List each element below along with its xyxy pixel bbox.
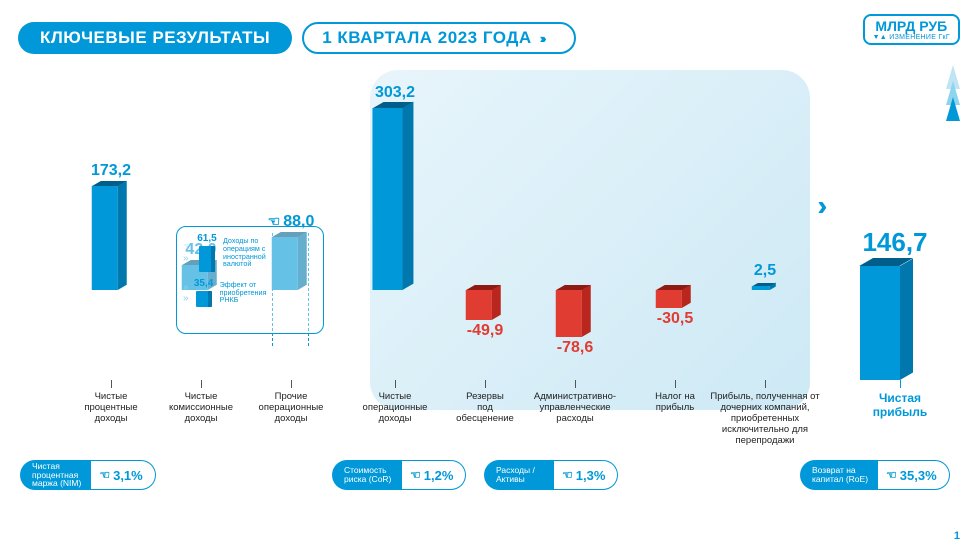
category-label-4: Резервыподобесценение	[440, 380, 530, 425]
bar-0: 173,2	[66, 70, 156, 370]
unit-sub: ▼▲ ИЗМЕНЕНИЕ ГкГ	[873, 34, 950, 41]
metric-label-2: Расходы /Активы	[484, 460, 554, 490]
page-number: 1	[954, 530, 960, 542]
bar-value-3: 303,2	[350, 84, 440, 102]
metric-1: Стоимостьриска (CoR)☜1,2%	[332, 460, 466, 490]
metric-value-3: ☜35,3%	[878, 460, 950, 490]
bar-value-6: -30,5	[630, 310, 720, 328]
category-label-5: Административно-управленческиерасходы	[530, 380, 620, 425]
bar-value-4: -49,9	[440, 322, 530, 340]
metric-label-1: Стоимостьриска (CoR)	[332, 460, 402, 490]
title-pill: КЛЮЧЕВЫЕ РЕЗУЛЬТАТЫ	[18, 22, 292, 54]
result-category: Чистаяприбыль	[855, 380, 945, 420]
breakdown-chevron-icon: ☜»	[183, 242, 190, 264]
category-label-3: Чистыеоперационныедоходы	[350, 380, 440, 425]
hand-icon: ☜	[562, 468, 573, 482]
metric-2: Расходы /Активы☜1,3%	[484, 460, 618, 490]
bar-value-5: -78,6	[530, 339, 620, 357]
unit-main: МЛРД РУБ	[873, 18, 950, 34]
result-bar-group: 146,7	[840, 70, 950, 380]
hand-icon: ☜	[99, 468, 110, 482]
metric-value-2: ☜1,3%	[554, 460, 618, 490]
breakdown-box: ☜» 61,5 Доходы пооперациям синостраннойвал…	[176, 226, 324, 334]
header: КЛЮЧЕВЫЕ РЕЗУЛЬТАТЫ 1 КВАРТАЛА 2023 ГОДА…	[18, 22, 956, 54]
up-arrows-icon	[946, 65, 960, 113]
subtitle-pill: 1 КВАРТАЛА 2023 ГОДА ›››	[302, 22, 575, 54]
bar-3: 303,2	[350, 70, 440, 370]
metric-value-0: ☜3,1%	[91, 460, 155, 490]
breakdown-row-0: ☜» 61,5 Доходы пооперациям синостраннойвал…	[183, 233, 317, 272]
metrics-row: Чистаяпроцентнаямаржа (NIM)☜3,1% Стоимост…	[0, 460, 974, 505]
bar-4: -49,9	[440, 70, 530, 370]
subtitle-text: 1 КВАРТАЛА 2023 ГОДА	[322, 28, 531, 48]
hand-icon: ☜	[410, 468, 421, 482]
breakdown-label-1: Эффект отприобретенияРНКБ	[220, 281, 317, 305]
metric-label-3: Возврат накапитал (RoE)	[800, 460, 878, 490]
breakdown-chevron-icon: »»	[183, 282, 187, 304]
hand-icon: ☜	[886, 468, 897, 482]
breakdown-value-0: 61,5	[195, 233, 219, 244]
bar-value-7: 2,5	[720, 262, 810, 280]
bar-7: 2,5	[720, 70, 810, 370]
result-value: 146,7	[840, 227, 950, 258]
category-label-0: Чистыепроцентныедоходы	[66, 380, 156, 425]
metric-0: Чистаяпроцентнаямаржа (NIM)☜3,1%	[20, 460, 156, 490]
bar-6: -30,5	[630, 70, 720, 370]
metric-3: Возврат накапитал (RoE)☜35,3%	[800, 460, 950, 490]
category-label-1: Чистыекомиссионныедоходы	[156, 380, 246, 425]
unit-badge: МЛРД РУБ ▼▲ ИЗМЕНЕНИЕ ГкГ	[863, 14, 960, 45]
bar-value-0: 173,2	[66, 162, 156, 180]
category-label-7: Прибыль, полученная отдочерних компаний,…	[705, 380, 825, 447]
chevrons-icon: ›››	[540, 31, 544, 46]
breakdown-label-0: Доходы пооперациям синостраннойвалютой	[223, 237, 317, 269]
breakdown-row-1: »» 35,4 Эффект отприобретенияРНКБ	[183, 278, 317, 307]
waterfall-chart: 173,242,0☜88,0303,2-49,9-78,6-30,52,5	[30, 70, 944, 370]
breakdown-value-1: 35,4	[192, 278, 216, 289]
bar-5: -78,6	[530, 70, 620, 370]
metric-label-0: Чистаяпроцентнаямаржа (NIM)	[20, 460, 91, 490]
category-label-2: Прочиеоперационныедоходы	[246, 380, 336, 425]
metric-value-1: ☜1,2%	[402, 460, 466, 490]
